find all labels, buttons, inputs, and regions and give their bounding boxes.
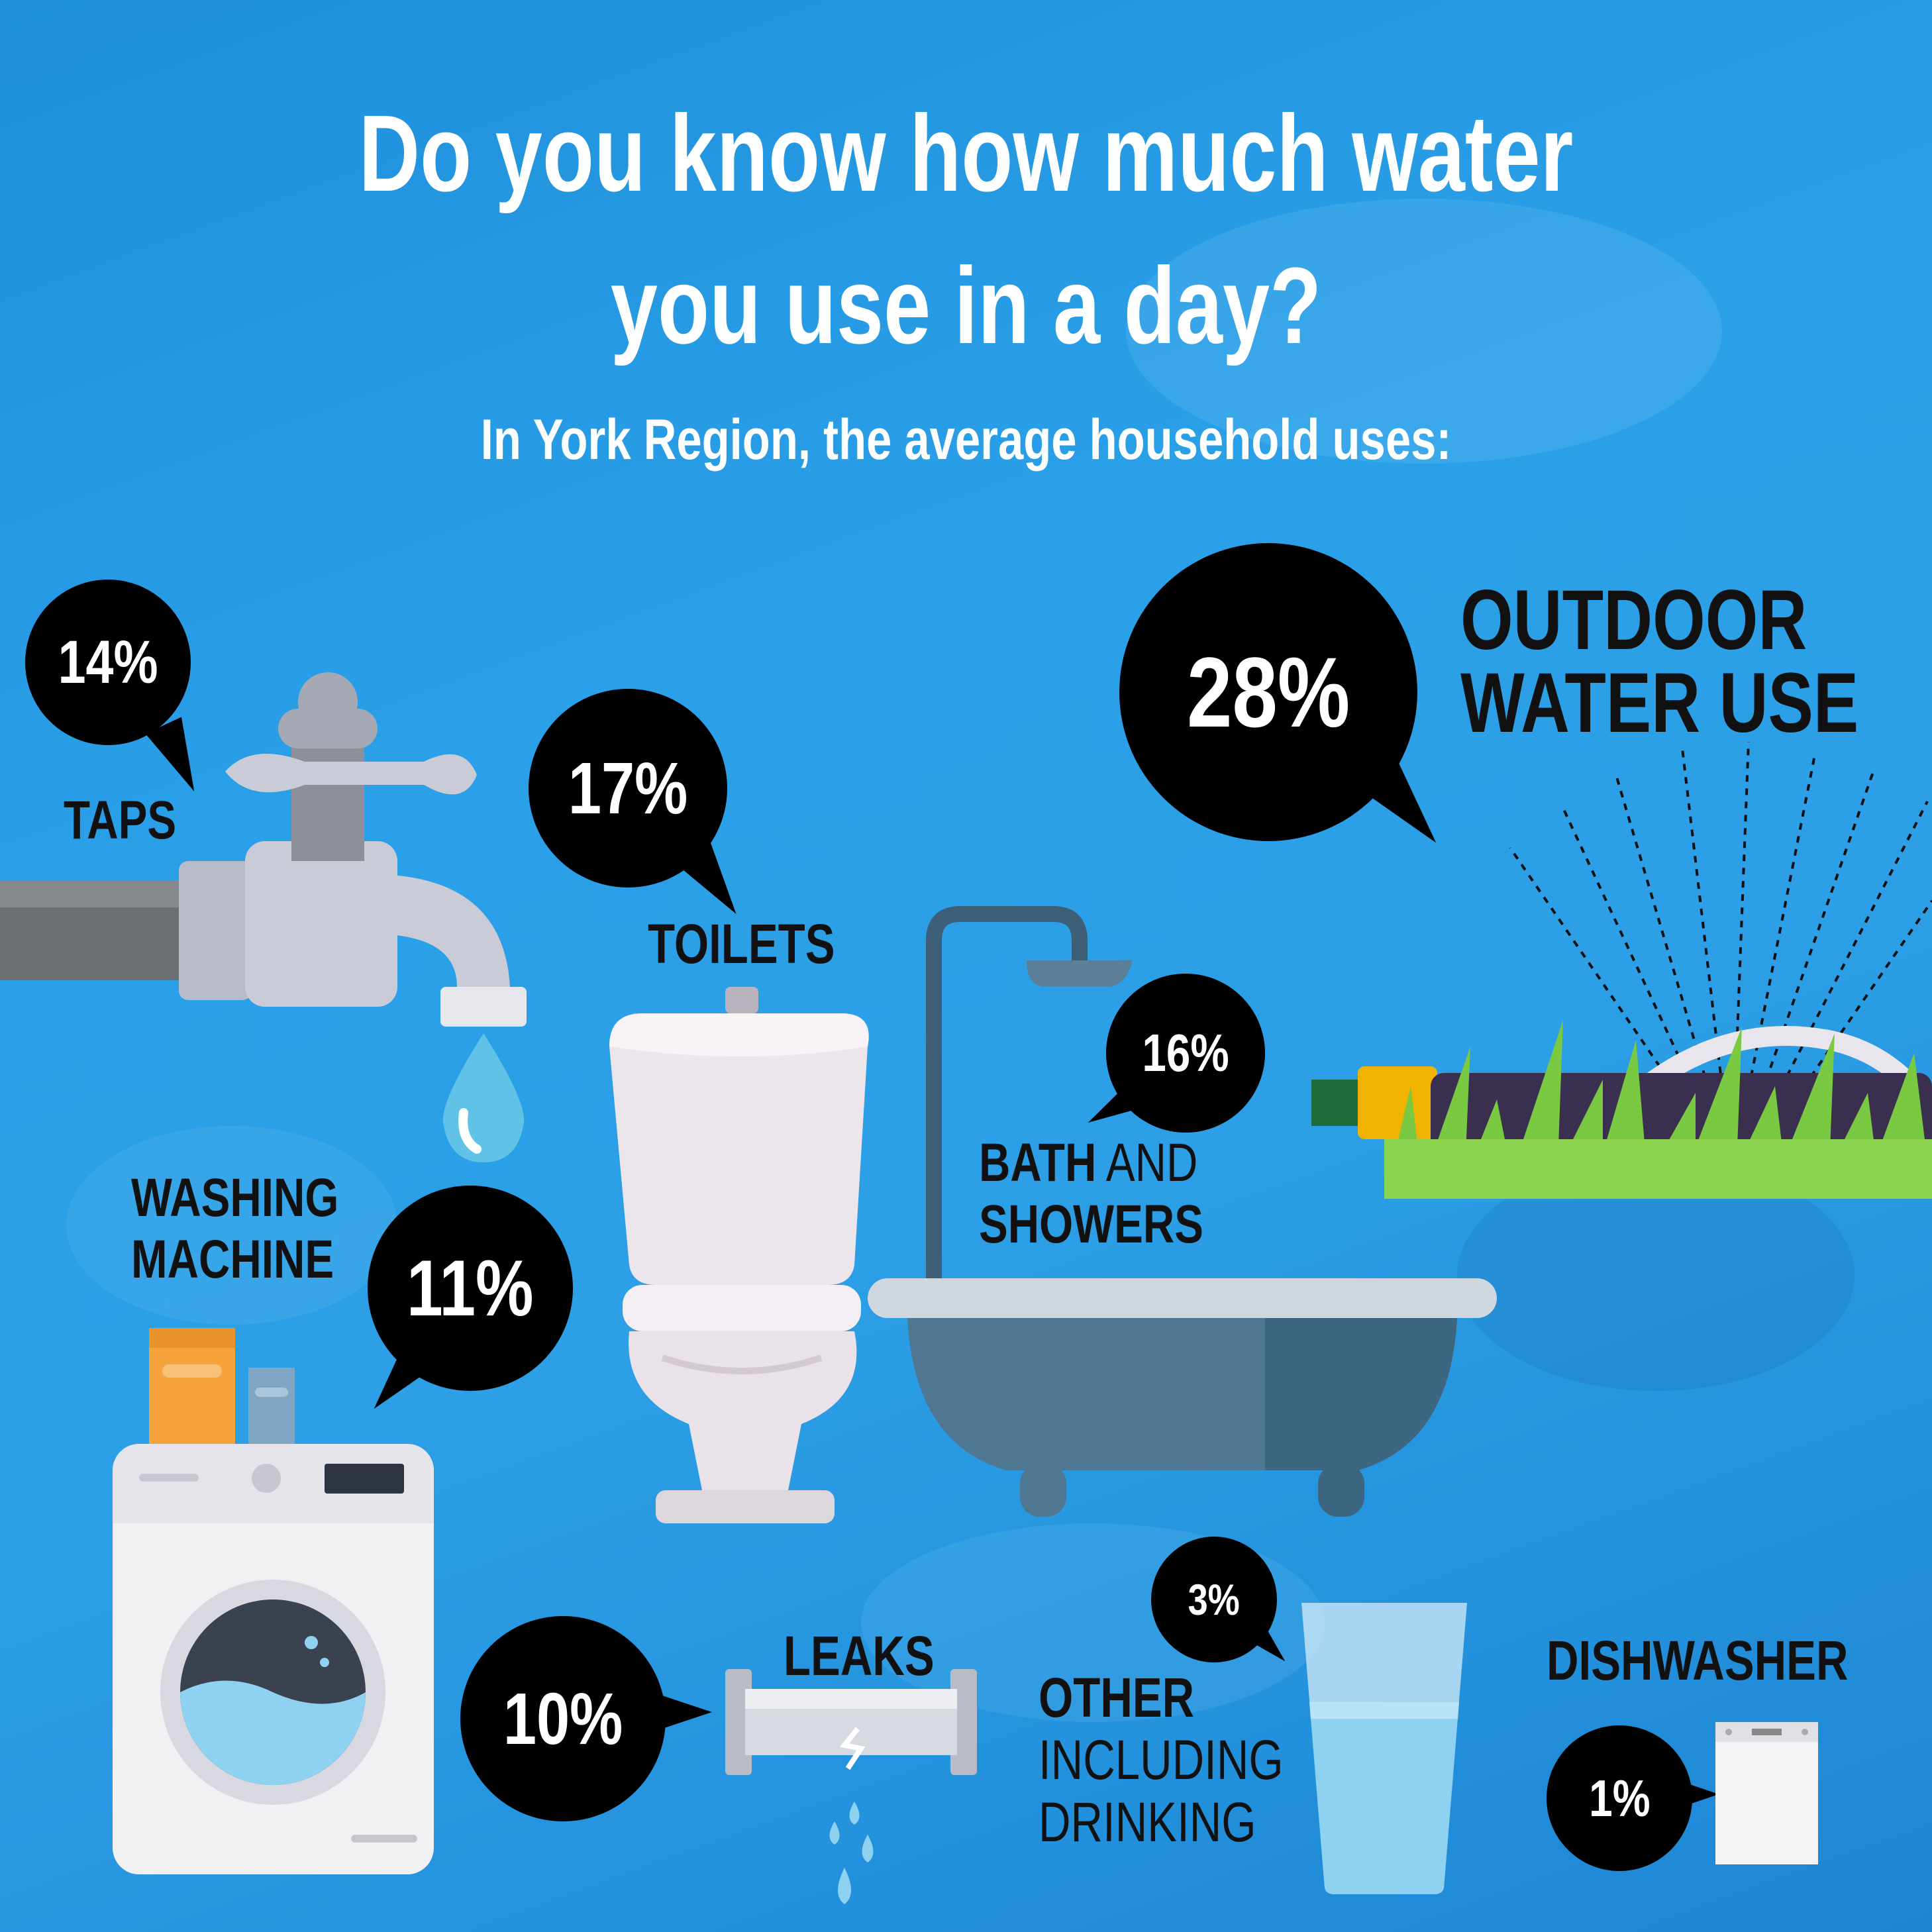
shower-icon bbox=[926, 906, 1133, 1311]
bath-label-bold: BATH bbox=[979, 1133, 1097, 1193]
washing-label-line2: MACHINE bbox=[131, 1229, 334, 1290]
outdoor-percent: 28% bbox=[1186, 636, 1350, 748]
toilets-percent-bubble: 17% bbox=[529, 689, 727, 888]
other-label-line3: DRINKING bbox=[1039, 1792, 1256, 1853]
washing-percent-bubble: 11% bbox=[368, 1186, 573, 1391]
toilets-percent: 17% bbox=[568, 747, 688, 829]
bg-texture bbox=[66, 1126, 397, 1325]
other-percent: 3% bbox=[1188, 1575, 1241, 1624]
dishwasher-icon bbox=[1715, 1722, 1818, 1864]
page-subtitle: In York Region, the average household us… bbox=[480, 408, 1452, 472]
dishwasher-percent: 1% bbox=[1588, 1768, 1651, 1827]
tap-icon bbox=[0, 672, 527, 1027]
other-percent-bubble: 3% bbox=[1151, 1537, 1277, 1662]
page-title-line2: you use in a day? bbox=[610, 245, 1322, 366]
bath-label-line1: BATH AND bbox=[979, 1133, 1198, 1193]
outdoor-label-line1: OUTDOOR bbox=[1460, 573, 1807, 668]
water-drop-icon bbox=[442, 1033, 525, 1162]
leaks-label: LEAKS bbox=[784, 1625, 935, 1687]
outdoor-label-line2: WATER USE bbox=[1460, 656, 1859, 750]
leaks-percent: 10% bbox=[503, 1678, 623, 1760]
taps-label: TAPS bbox=[64, 790, 177, 850]
bath-percent: 16% bbox=[1142, 1023, 1229, 1082]
bubble-tail bbox=[652, 1692, 712, 1732]
bath-percent-bubble: 16% bbox=[1106, 974, 1265, 1133]
toilets-label: TOILETS bbox=[648, 913, 835, 975]
other-label-line1: OTHER bbox=[1039, 1666, 1195, 1729]
grass-icon bbox=[1384, 1020, 1932, 1199]
outdoor-percent-bubble: 28% bbox=[1119, 543, 1417, 841]
taps-percent: 14% bbox=[58, 628, 158, 696]
bathtub-icon bbox=[868, 1278, 1497, 1517]
washing-machine-icon bbox=[113, 1444, 434, 1874]
bubble-tail bbox=[1672, 1778, 1719, 1810]
bg-texture bbox=[1126, 199, 1722, 464]
taps-percent-bubble: 14% bbox=[25, 580, 191, 745]
page-title-line1: Do you know how much water bbox=[358, 93, 1574, 214]
water-glass-icon bbox=[1301, 1603, 1467, 1894]
leaking-pipe-icon bbox=[725, 1669, 977, 1904]
washing-percent: 11% bbox=[407, 1244, 534, 1333]
dishwasher-label: DISHWASHER bbox=[1547, 1629, 1849, 1692]
washing-label-line1: WASHING bbox=[131, 1168, 339, 1228]
bath-label-line2: SHOWERS bbox=[979, 1194, 1203, 1254]
toilet-icon bbox=[609, 987, 869, 1523]
bath-label-rest: AND bbox=[1096, 1133, 1198, 1193]
dishwasher-percent-bubble: 1% bbox=[1547, 1725, 1692, 1871]
other-label-including: INCLUDING bbox=[1039, 1729, 1284, 1791]
leaks-percent-bubble: 10% bbox=[460, 1616, 666, 1821]
detergent-box-icon bbox=[149, 1328, 295, 1454]
other-label-line2: INCLUDING bbox=[1039, 1730, 1284, 1790]
other-label-drinking: DRINKING bbox=[1039, 1791, 1256, 1853]
